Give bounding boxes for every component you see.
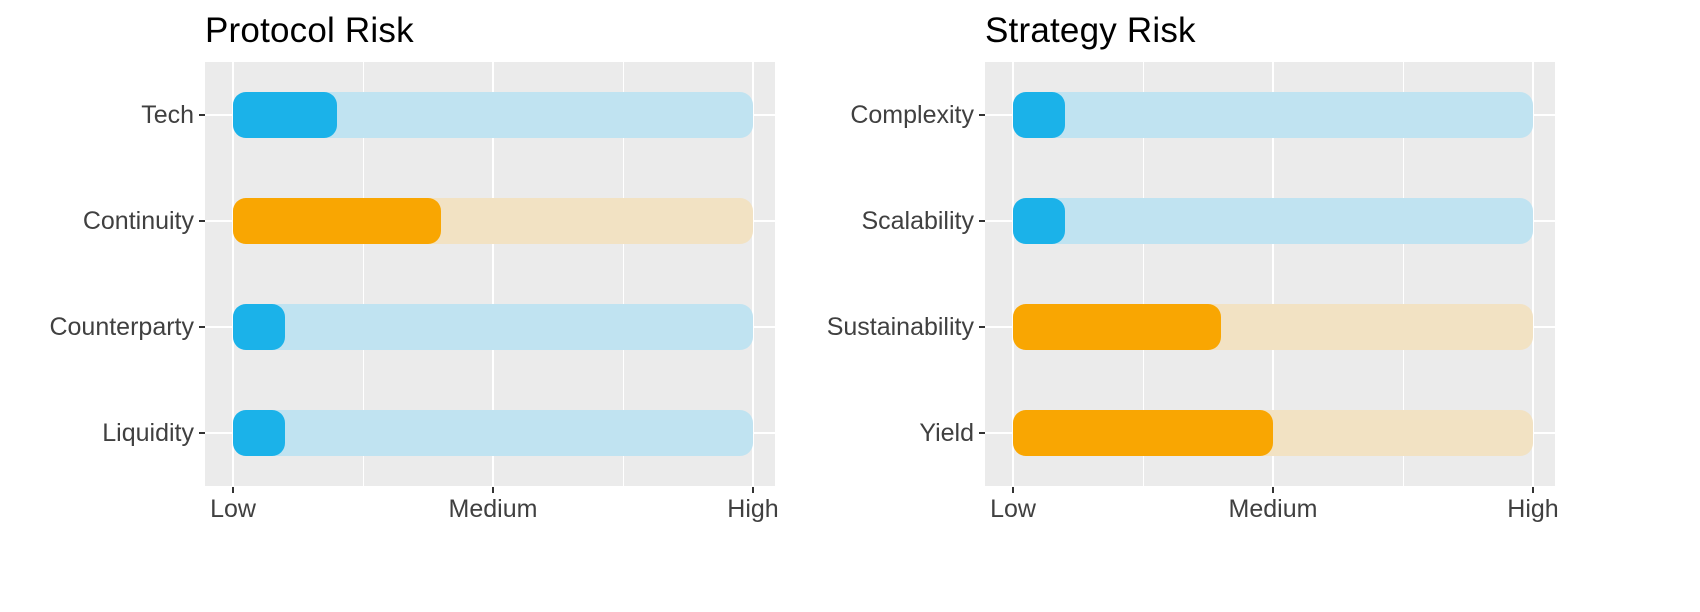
- x-axis-label: High: [1507, 495, 1559, 523]
- bar-track: [1013, 304, 1533, 350]
- x-axis-tick: [232, 487, 234, 493]
- bar: [1013, 92, 1065, 138]
- bar-track: [233, 198, 753, 244]
- y-axis-label: Yield: [919, 418, 974, 447]
- y-axis-label: Sustainability: [826, 312, 974, 341]
- bar-track: [233, 92, 753, 138]
- x-axis-scale: Low Medium High: [990, 486, 1559, 530]
- chart-row: [1013, 168, 1533, 274]
- y-axis-row: Complexity: [780, 62, 985, 168]
- bar: [1013, 198, 1065, 244]
- chart-row: [1013, 380, 1533, 486]
- plot-rows: [233, 62, 753, 486]
- y-axis-tick: [199, 326, 205, 328]
- x-axis-tick: [1012, 487, 1014, 493]
- y-axis-tick: [199, 220, 205, 222]
- major-gridline: [492, 62, 494, 486]
- bar: [1013, 304, 1221, 350]
- minor-gridline: [363, 62, 364, 486]
- bar-track: [233, 304, 753, 350]
- plot-rows: [1013, 62, 1533, 486]
- y-axis-tick: [979, 326, 985, 328]
- y-axis-row: Scalability: [780, 168, 985, 274]
- chart-row: [233, 274, 753, 380]
- x-axis-label: Low: [210, 495, 256, 523]
- chart-body: Tech Continuity Counterparty Liquidity: [0, 62, 780, 486]
- y-axis: Tech Continuity Counterparty Liquidity: [0, 62, 205, 486]
- y-axis-label: Scalability: [861, 206, 974, 235]
- plot-panel: [985, 62, 1555, 486]
- y-axis-row: Liquidity: [0, 380, 205, 486]
- minor-gridline: [1143, 62, 1144, 486]
- bar: [233, 304, 285, 350]
- major-gridline: [1532, 62, 1534, 486]
- y-axis-tick: [979, 432, 985, 434]
- x-axis-tick: [1532, 487, 1534, 493]
- y-axis-label: Complexity: [850, 100, 974, 129]
- y-axis-row: Continuity: [0, 168, 205, 274]
- major-gridline: [1012, 62, 1014, 486]
- bar-track: [1013, 410, 1533, 456]
- v-gridlines: [1012, 62, 1534, 486]
- y-axis-row: Tech: [0, 62, 205, 168]
- x-axis-label: High: [727, 495, 779, 523]
- y-axis-tick: [199, 432, 205, 434]
- minor-gridline: [1403, 62, 1404, 486]
- x-axis-label: Medium: [1228, 495, 1318, 523]
- chart-title: Protocol Risk: [205, 11, 414, 50]
- chart-title: Strategy Risk: [985, 11, 1196, 50]
- y-axis-label: Continuity: [82, 206, 194, 235]
- y-axis-label: Counterparty: [49, 312, 194, 341]
- chart-body: Complexity Scalability Sustainability Yield: [780, 62, 1560, 486]
- strategy-risk-chart: Strategy Risk Complexity Scalability Susta…: [780, 8, 1560, 530]
- x-axis-scale: Low Medium High: [210, 486, 779, 530]
- y-axis-tick: [979, 114, 985, 116]
- protocol-risk-chart: Protocol Risk Tech Continuity Counterparty…: [0, 8, 780, 530]
- x-axis-tick: [492, 487, 494, 493]
- x-axis-tick: [752, 487, 754, 493]
- y-axis-tick: [979, 220, 985, 222]
- minor-gridline: [623, 62, 624, 486]
- y-axis-row: Yield: [780, 380, 985, 486]
- x-axis: Low Medium High: [985, 486, 1559, 530]
- v-gridlines: [232, 62, 754, 486]
- y-axis-label: Liquidity: [102, 418, 194, 447]
- major-gridline: [752, 62, 754, 486]
- x-axis-label: Low: [990, 495, 1036, 523]
- risk-charts-page: Protocol Risk Tech Continuity Counterparty…: [0, 8, 1560, 530]
- bar: [233, 92, 337, 138]
- bar: [1013, 410, 1273, 456]
- bar-track: [1013, 92, 1533, 138]
- y-axis: Complexity Scalability Sustainability Yield: [780, 62, 985, 486]
- y-axis-tick: [199, 114, 205, 116]
- y-axis-row: Sustainability: [780, 274, 985, 380]
- x-axis: Low Medium High: [205, 486, 779, 530]
- chart-row: [233, 168, 753, 274]
- chart-row: [1013, 62, 1533, 168]
- chart-row: [233, 62, 753, 168]
- bar-track: [233, 410, 753, 456]
- y-axis-row: Counterparty: [0, 274, 205, 380]
- bar: [233, 410, 285, 456]
- major-gridline: [1272, 62, 1274, 486]
- y-axis-label: Tech: [141, 100, 194, 129]
- x-axis-label: Medium: [448, 495, 538, 523]
- chart-row: [1013, 274, 1533, 380]
- bar-track: [1013, 198, 1533, 244]
- x-axis-tick: [1272, 487, 1274, 493]
- bar: [233, 198, 441, 244]
- major-gridline: [232, 62, 234, 486]
- chart-row: [233, 380, 753, 486]
- plot-panel: [205, 62, 775, 486]
